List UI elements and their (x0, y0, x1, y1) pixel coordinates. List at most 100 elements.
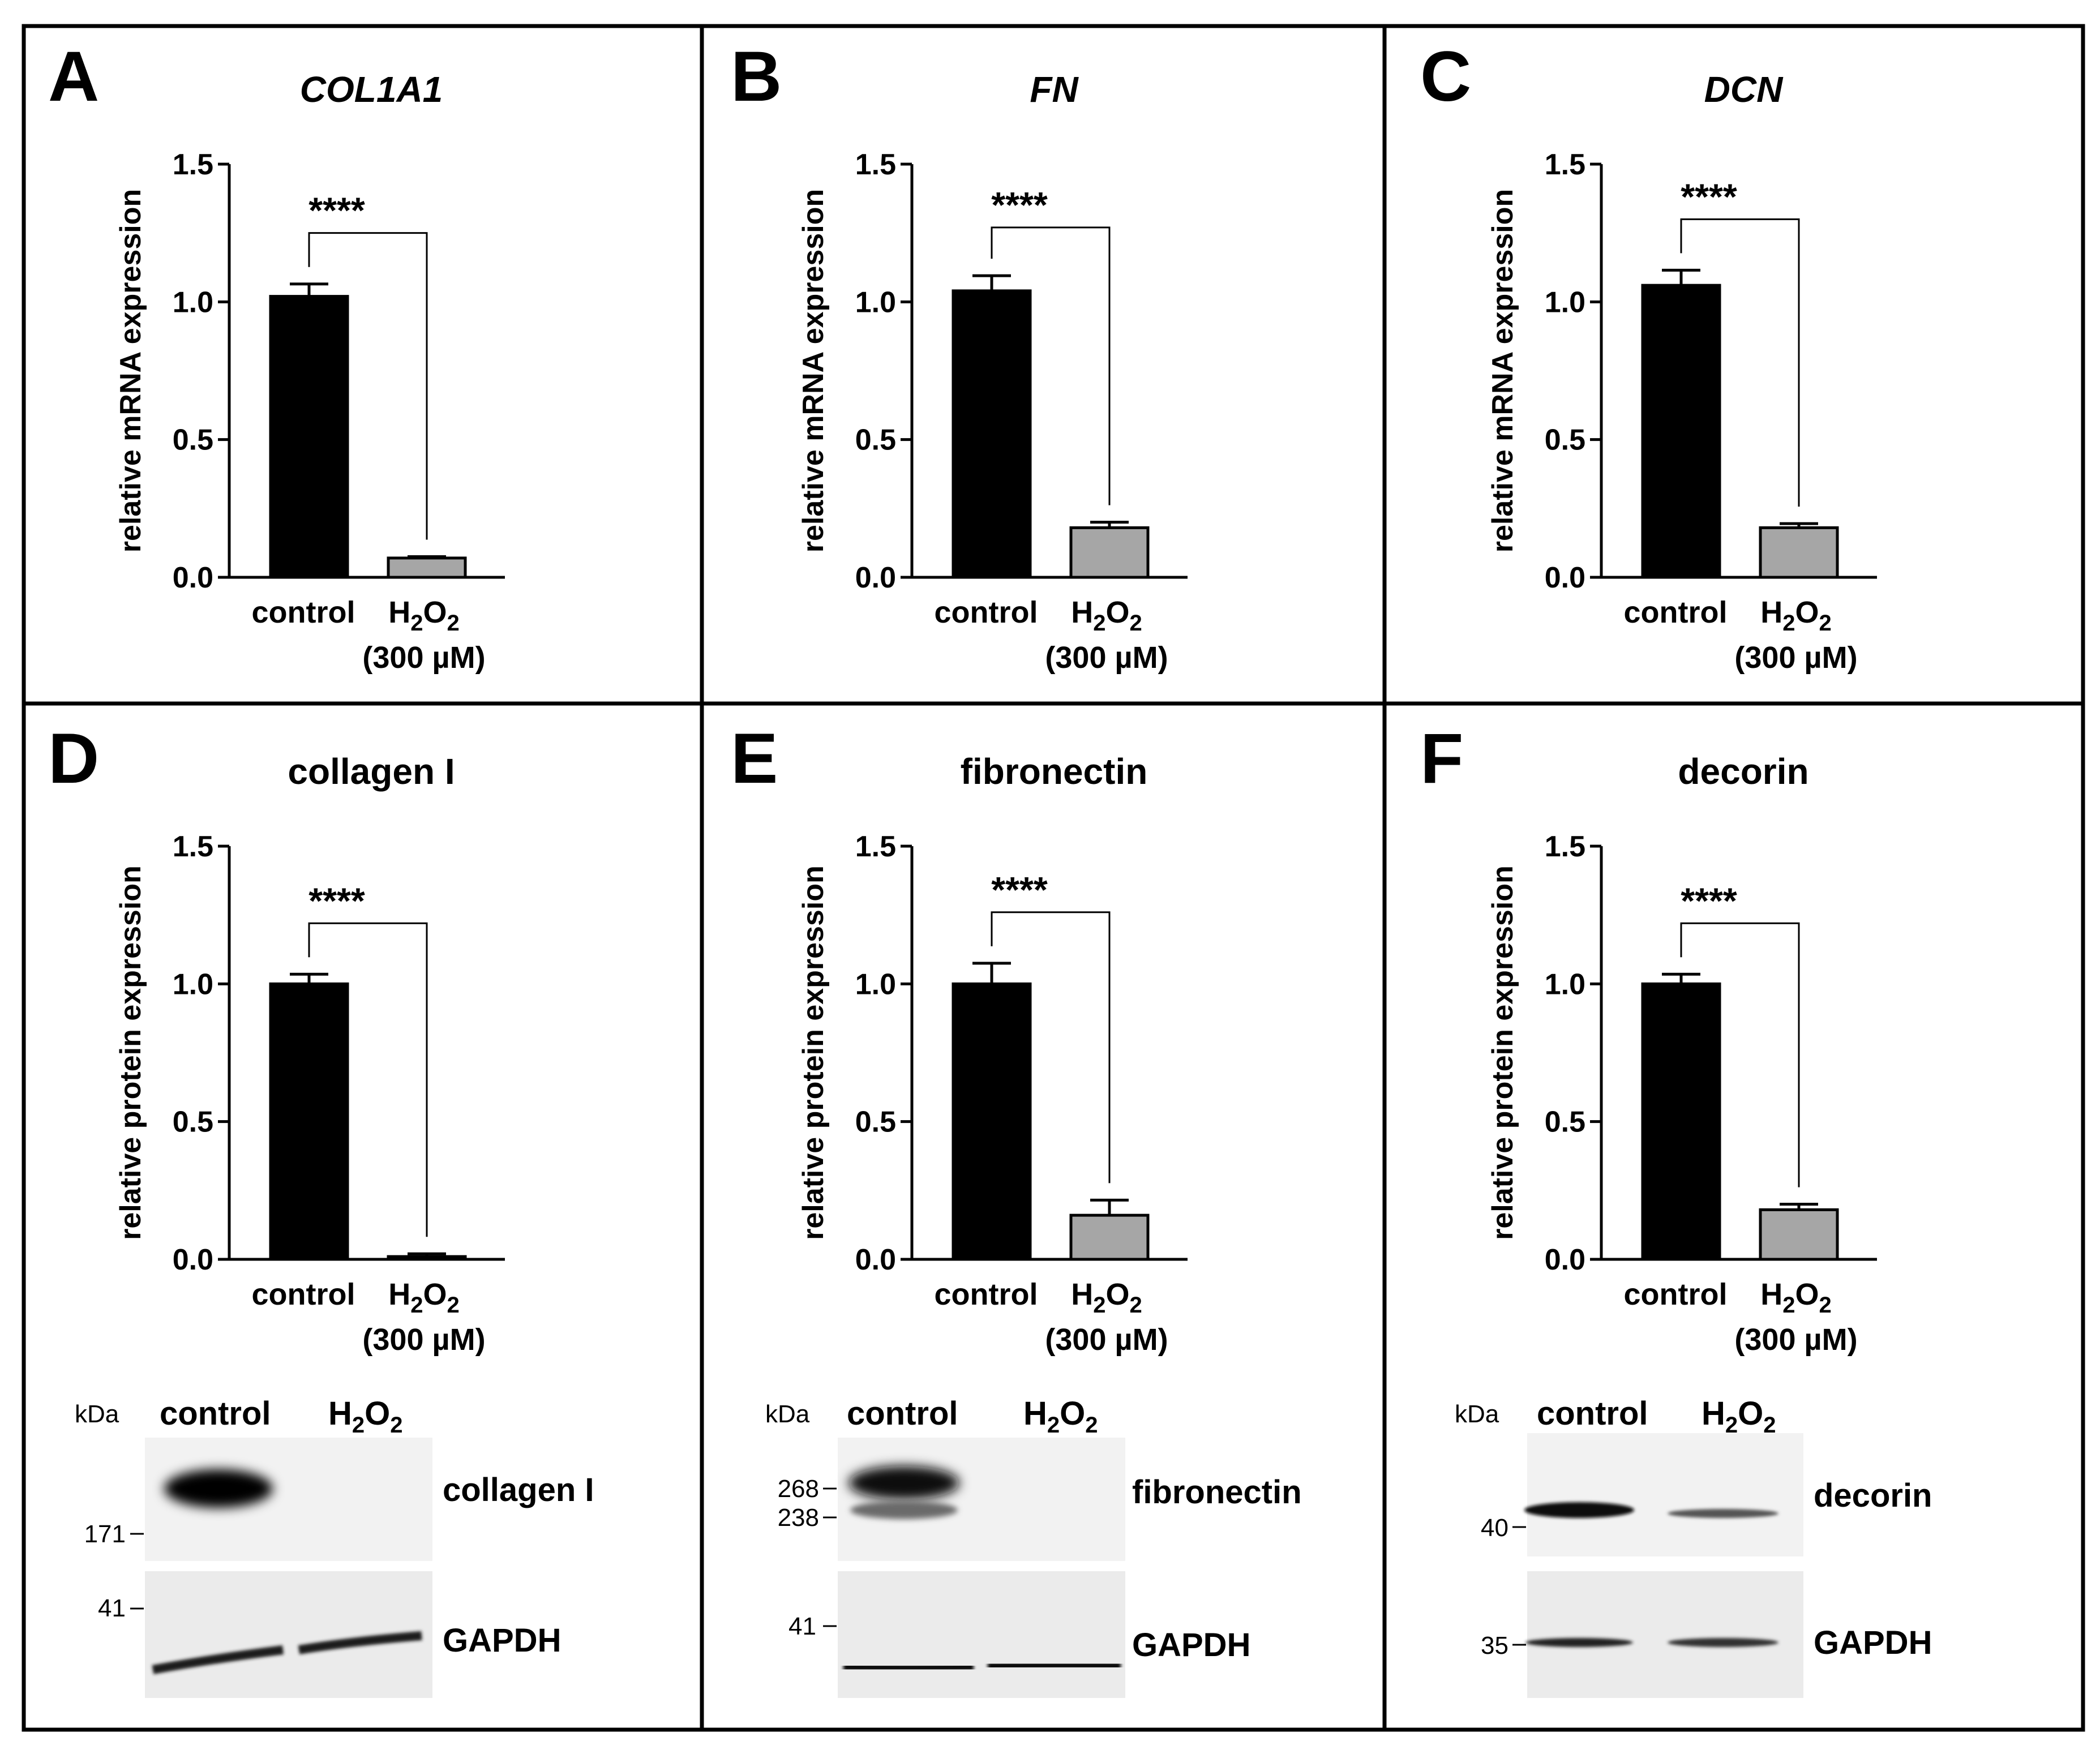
significance-bracket-a (308, 232, 428, 540)
y-tick-label-c-1: 0.5 (1545, 424, 1585, 457)
blot-e-loading-label: GAPDH (1132, 1627, 1250, 1663)
y-axis-label-f: relative protein expression (1486, 865, 1519, 1240)
x-tick-label-b-h2o2: H2O2 (1071, 595, 1142, 636)
significance-label-c: **** (1681, 176, 1737, 217)
chart-panel-a: A COL1A1 relative mRNA expression 0.0 0.5 1.0… (48, 37, 505, 675)
significance-label-d: **** (308, 880, 365, 921)
panel-letter-f: F (1420, 719, 1463, 798)
blot-f-gapdh-band-control (1525, 1638, 1633, 1647)
blot-e-gapdh-band-control (843, 1662, 974, 1673)
bar-a-h2o2 (387, 556, 467, 579)
blot-f-marker-35: 35 (1481, 1632, 1508, 1659)
blot-e-target-label: fibronectin (1132, 1474, 1302, 1511)
significance-label-b: **** (991, 185, 1048, 225)
panel-letter-c: C (1420, 37, 1471, 116)
y-axis-label-e: relative protein expression (797, 865, 830, 1240)
y-axis-label-d: relative protein expression (114, 865, 147, 1240)
y-tick-label-c-2: 1.0 (1545, 286, 1585, 319)
blot-f-target-membrane (1527, 1433, 1803, 1556)
x-tick-label-f-h2o2: H2O2 (1760, 1277, 1832, 1318)
blot-e-kda-label: kDa (765, 1400, 810, 1428)
blot-f-decorin-band-h2o2 (1668, 1509, 1778, 1518)
y-tick-label-b-3: 1.5 (855, 148, 896, 181)
significance-bracket-f (1680, 922, 1800, 1187)
y-tick-label-e-0: 0.0 (855, 1243, 896, 1276)
bar-b-control (952, 289, 1032, 579)
western-blot-e: kDa control H2O2 268 238 fibronectin 41 … (765, 1395, 1302, 1698)
blot-d-lane-control: control (160, 1395, 271, 1432)
blot-d-lane-h2o2: H2O2 (328, 1395, 403, 1438)
blot-e-marker-238: 238 (778, 1504, 819, 1532)
y-tick-label-e-3: 1.5 (855, 830, 896, 863)
chart-title-d: collagen I (288, 751, 455, 792)
x-tick-label-f-control: control (1624, 1277, 1728, 1311)
blot-f-loading-membrane (1527, 1571, 1803, 1698)
x-tick-label-a-control: control (252, 595, 355, 629)
y-tick-label-f-2: 1.0 (1545, 968, 1585, 1001)
x-tick-label-a-dose: (300 µM) (362, 641, 485, 675)
panel-letter-a: A (48, 37, 99, 116)
bar-b-h2o2 (1069, 526, 1150, 579)
blot-e-lane-h2o2: H2O2 (1023, 1395, 1098, 1438)
figure-frame (22, 24, 2085, 1732)
y-tick-label-e-2: 1.0 (855, 968, 896, 1001)
bar-c-h2o2 (1759, 526, 1839, 579)
western-blot-d: kDa control H2O2 171 collagen I 41 GAPDH (75, 1395, 594, 1698)
blot-e-loading-membrane (838, 1571, 1125, 1698)
blot-d-marker-171: 171 (84, 1520, 126, 1548)
panel-letter-b: B (731, 37, 782, 116)
y-tick-label-a-1: 0.5 (173, 424, 213, 457)
y-tick-label-f-1: 0.5 (1545, 1106, 1585, 1139)
blot-f-lane-control: control (1537, 1395, 1648, 1432)
x-tick-label-e-h2o2: H2O2 (1071, 1277, 1142, 1318)
blot-f-loading-label: GAPDH (1814, 1624, 1932, 1661)
blot-f-kda-label: kDa (1455, 1400, 1499, 1428)
y-tick-label-f-0: 0.0 (1545, 1243, 1585, 1276)
x-tick-label-c-h2o2: H2O2 (1760, 595, 1832, 636)
bar-d-h2o2 (387, 1255, 467, 1261)
bar-e-control (952, 982, 1032, 1261)
y-tick-label-f-3: 1.5 (1545, 830, 1585, 863)
blot-e-gapdh-band-h2o2 (987, 1660, 1121, 1671)
blot-d-gapdh-band-control (152, 1645, 284, 1674)
y-tick-label-e-1: 0.5 (855, 1106, 896, 1139)
bar-a-control (269, 295, 349, 579)
y-axis-label-b: relative mRNA expression (797, 189, 830, 553)
significance-label-f: **** (1681, 880, 1737, 921)
blot-e-lane-control: control (847, 1395, 958, 1432)
x-tick-label-e-dose: (300 µM) (1045, 1323, 1168, 1357)
significance-label-a: **** (308, 190, 365, 231)
bar-c-control (1641, 284, 1721, 579)
chart-title-b: FN (1030, 69, 1079, 110)
blot-d-loading-label: GAPDH (443, 1622, 561, 1659)
blot-d-marker-41: 41 (98, 1594, 126, 1622)
chart-title-f: decorin (1678, 751, 1808, 792)
bar-f-control (1641, 982, 1721, 1261)
significance-bracket-c (1680, 218, 1800, 507)
y-tick-label-c-0: 0.0 (1545, 561, 1585, 594)
x-tick-label-d-h2o2: H2O2 (388, 1277, 460, 1318)
x-tick-label-f-dose: (300 µM) (1734, 1323, 1857, 1357)
x-tick-label-c-dose: (300 µM) (1734, 641, 1857, 675)
y-tick-label-d-0: 0.0 (173, 1243, 213, 1276)
bar-d-control (269, 982, 349, 1261)
panel-letter-e: E (731, 719, 778, 798)
y-tick-label-b-1: 0.5 (855, 424, 896, 457)
blot-e-fibronectin-band-lower (850, 1501, 958, 1519)
chart-title-c: DCN (1704, 69, 1784, 110)
blot-f-decorin-band-control (1524, 1502, 1634, 1518)
x-tick-label-b-control: control (935, 595, 1038, 629)
x-tick-label-a-h2o2: H2O2 (388, 595, 460, 636)
chart-title-e: fibronectin (961, 751, 1148, 792)
blot-e-marker-41: 41 (788, 1613, 816, 1640)
significance-bracket-b (991, 226, 1111, 505)
x-tick-label-d-control: control (252, 1277, 355, 1311)
y-tick-label-a-3: 1.5 (173, 148, 213, 181)
blot-d-gapdh-band-h2o2 (298, 1631, 422, 1654)
blot-e-fibronectin-band-upper (848, 1466, 959, 1500)
y-axis-label-a: relative mRNA expression (114, 189, 147, 553)
chart-title-a: COL1A1 (300, 69, 443, 110)
